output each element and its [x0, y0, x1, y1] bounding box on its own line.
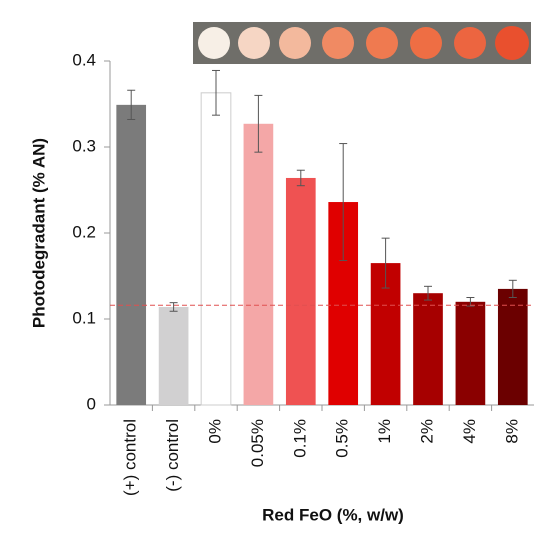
error-bar	[296, 169, 305, 187]
error-bar	[508, 279, 517, 298]
x-tick-label: 2%	[417, 419, 436, 444]
bar	[285, 177, 316, 405]
y-tick-label: 0.3	[72, 136, 96, 155]
x-axis-label: Red FeO (%, w/w)	[262, 505, 404, 524]
y-tick-label: 0	[87, 394, 96, 413]
error-bar	[254, 94, 263, 153]
x-tick-label: 0.1%	[290, 419, 309, 458]
error-bar	[127, 89, 136, 120]
x-tick-label: 0%	[205, 419, 224, 444]
y-tick-label: 0.4	[72, 50, 96, 69]
x-tick-label: 0.05%	[248, 419, 267, 467]
bar	[116, 104, 147, 406]
error-bar	[212, 69, 220, 116]
bar	[200, 92, 232, 406]
x-tick-label: (+) control	[121, 419, 140, 496]
x-tick-label: 8%	[502, 419, 521, 444]
error-bar	[169, 302, 178, 312]
y-tick-label: 0.1	[72, 308, 96, 327]
x-tick-label: 4%	[460, 419, 479, 444]
error-bar	[339, 143, 348, 262]
x-tick-label: 0.5%	[333, 419, 352, 458]
bar	[455, 301, 486, 405]
bar	[158, 306, 189, 405]
tablet-photo	[193, 22, 531, 64]
y-axis-label: Photodegradant (% AN)	[29, 138, 48, 328]
bar	[497, 288, 528, 405]
x-tick-label: 1%	[375, 419, 394, 444]
y-tick-label: 0.2	[72, 222, 96, 241]
x-tick-label: (-) control	[163, 419, 182, 492]
error-bar	[381, 237, 390, 289]
error-bar	[424, 285, 432, 301]
error-bar	[466, 297, 475, 307]
bar	[413, 293, 443, 405]
bar	[243, 123, 274, 405]
